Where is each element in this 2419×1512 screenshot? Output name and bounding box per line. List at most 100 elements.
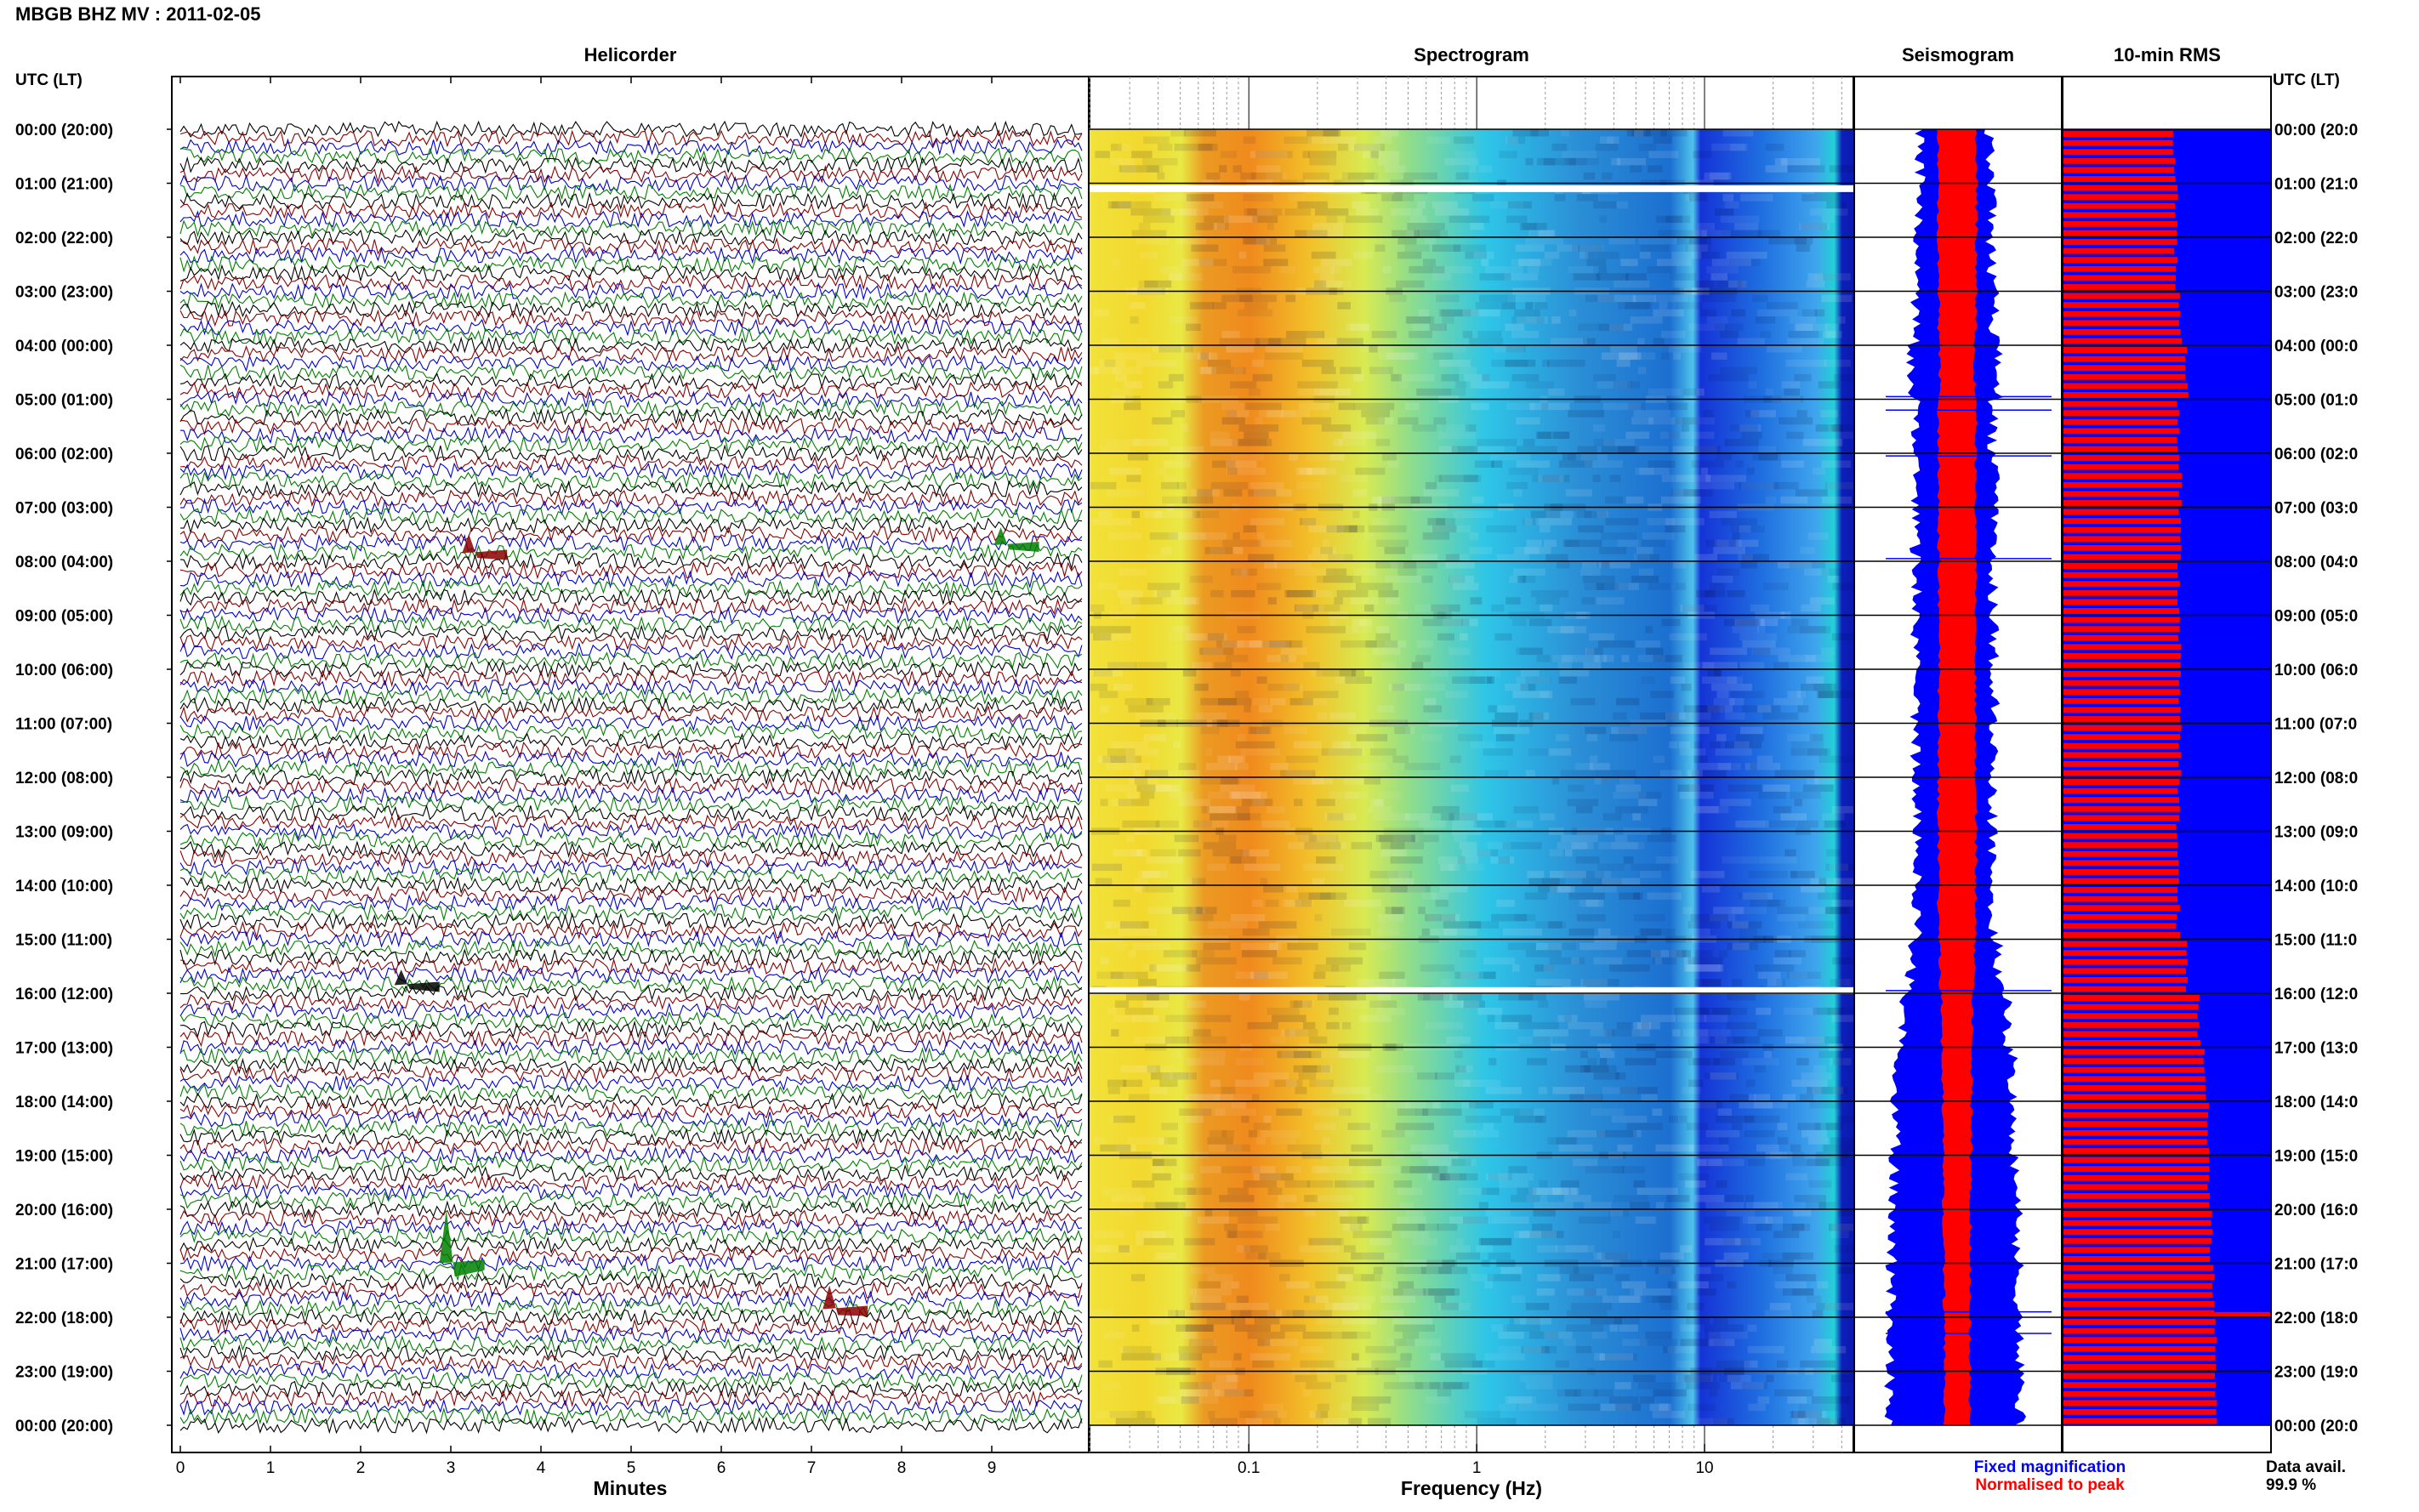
spectrogram-speckle (1287, 842, 1327, 850)
spectrogram-speckle (1590, 1029, 1613, 1037)
spectrogram-speckle (1176, 237, 1207, 245)
spectrogram-speckle (1238, 309, 1273, 317)
spectrogram-speckle (1729, 424, 1758, 432)
spectrogram-speckle (1808, 1180, 1832, 1188)
spectrogram-speckle (1596, 583, 1629, 590)
spectrogram-speckle (1385, 885, 1426, 893)
spectrogram-speckle (1348, 726, 1367, 735)
spectrogram-speckle (1102, 1187, 1141, 1196)
spectrogram-speckle (1094, 1231, 1124, 1238)
spectrogram-speckle (1500, 1266, 1523, 1275)
spectrogram-speckle (1306, 331, 1323, 338)
spectrogram-speckle (1342, 1021, 1352, 1030)
spectrogram-speckle (1562, 151, 1597, 158)
spectrogram-speckle (1667, 1281, 1679, 1289)
spectrogram-speckle (1449, 575, 1474, 583)
spectrogram-speckle (1249, 640, 1290, 648)
spectrogram-speckle (1280, 655, 1289, 662)
spectrogram-speckle (1659, 302, 1668, 310)
spectrogram-speckle (1501, 1015, 1532, 1022)
spectrogram-speckle (1154, 1396, 1189, 1404)
spectrogram-speckle (1654, 957, 1662, 965)
spectrogram-speckle (1433, 417, 1447, 425)
spectrogram-speckle (1807, 1137, 1829, 1145)
spectrogram-speckle (1200, 726, 1220, 735)
spectrogram-speckle (1342, 1223, 1359, 1231)
spectrogram-speckle (1625, 273, 1647, 281)
spectrogram-speckle (1640, 244, 1670, 252)
spectrogram-speckle (1549, 885, 1575, 893)
rms-bar (2063, 1382, 2216, 1389)
spectrogram-speckle (1603, 439, 1635, 446)
spectrogram-speckle (1105, 763, 1137, 770)
spectrogram-speckle (1308, 151, 1337, 158)
helicorder-trace (179, 831, 1083, 850)
spectrogram-speckle (1369, 1000, 1397, 1008)
helicorder-trace (179, 912, 1083, 930)
spectrogram-speckle (1519, 1231, 1557, 1238)
spectrogram-speckle (1780, 813, 1807, 821)
rms-bar (2063, 697, 2179, 704)
spectrogram-speckle (1676, 1374, 1713, 1383)
spectrogram-speckle (1636, 640, 1661, 648)
rms-bar (2063, 1345, 2216, 1352)
spectrogram-speckle (1599, 1058, 1608, 1066)
spectrogram-speckle (1462, 331, 1473, 338)
spectrogram-speckle (1333, 1303, 1372, 1310)
spectrogram-speckle (1756, 626, 1766, 634)
spectrogram-speckle (1333, 439, 1343, 446)
time-label-left: 05:00 (01:00) (15, 392, 113, 410)
spectrogram-speckle (1456, 1237, 1464, 1246)
spectrogram-speckle (1198, 1281, 1221, 1289)
spectrogram-speckle (1637, 655, 1665, 662)
spectrogram-speckle (1702, 979, 1722, 986)
spectrogram-speckle (1455, 151, 1476, 158)
spectrogram-speckle (1372, 885, 1408, 893)
spectrogram-speckle (1611, 842, 1645, 850)
spectrogram-speckle (1312, 604, 1340, 612)
spectrogram-speckle (1149, 1317, 1170, 1325)
spectrogram-speckle (1357, 1216, 1367, 1224)
spectrogram-speckle (1121, 165, 1136, 173)
spectrogram-speckle (1375, 244, 1386, 252)
spectrogram-speckle (1090, 863, 1124, 872)
spectrogram-speckle (1837, 431, 1853, 440)
helicorder-tick-label: 8 (897, 1459, 907, 1477)
spectrogram-speckle (1386, 1339, 1399, 1346)
spectrogram-speckle (1683, 957, 1693, 965)
rms-bar (2063, 293, 2180, 299)
spectrogram-speckle (1505, 359, 1536, 367)
rms-bar (2063, 257, 2178, 264)
spectrogram-speckle (1210, 813, 1250, 821)
spectrogram-speckle (1297, 388, 1323, 396)
spectrogram-speckle (1792, 1158, 1830, 1167)
spectrogram-speckle (1107, 662, 1138, 669)
spectrogram-speckle (1781, 460, 1805, 468)
spectrogram-speckle (1502, 928, 1543, 936)
spectrogram-speckle (1418, 1223, 1439, 1231)
spectrogram-speckle (1610, 345, 1637, 353)
spectrogram-speckle (1816, 273, 1840, 281)
spectrogram-speckle (1740, 194, 1773, 202)
spectrogram-speckle (1739, 633, 1778, 641)
spectrogram-speckle (1227, 467, 1238, 475)
spectrogram-speckle (1653, 136, 1672, 144)
helicorder-trace (179, 1398, 1083, 1417)
spectrogram-speckle (1676, 1360, 1695, 1368)
spectrogram-speckle (1498, 1403, 1517, 1412)
spectrogram-speckle (1602, 1087, 1638, 1094)
rms-bar (2063, 1148, 2210, 1154)
spectrogram-speckle (1330, 1331, 1357, 1339)
spectrogram-speckle (1825, 1123, 1843, 1130)
spectrogram-speckle (1142, 157, 1178, 166)
spectrogram-speckle (1577, 194, 1598, 202)
spectrogram-speckle (1250, 172, 1283, 180)
spectrogram-speckle (1658, 1266, 1671, 1275)
spectrogram-speckle (1321, 748, 1363, 756)
spectrogram-speckle (1271, 640, 1286, 648)
spectrogram-speckle (1757, 1396, 1770, 1404)
spectrogram-speckle (1481, 259, 1489, 266)
spectrogram-title: Spectrogram (1414, 44, 1529, 65)
spectrogram-speckle (1496, 734, 1514, 742)
spectrogram-speckle (1710, 647, 1747, 656)
